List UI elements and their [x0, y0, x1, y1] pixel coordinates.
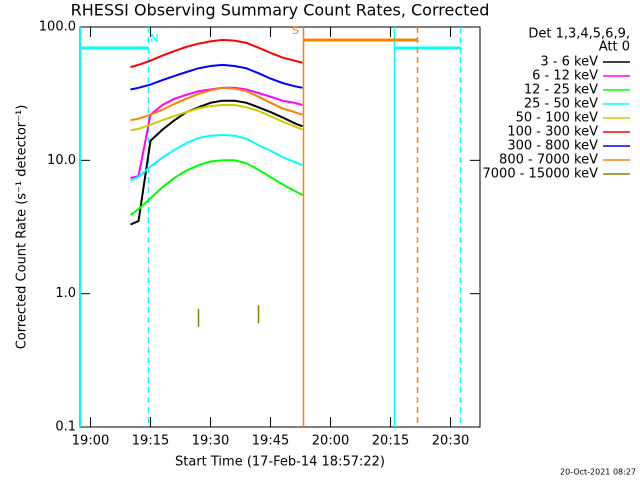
legend-label: 50 - 100 keV [516, 111, 599, 126]
legend-label: 7000 - 15000 keV [483, 167, 599, 182]
legend-label: 25 - 50 keV [524, 97, 598, 112]
flag-label: N [150, 32, 158, 45]
legend-label: 300 - 800 keV [507, 139, 598, 154]
legend-label: 12 - 25 keV [524, 83, 598, 98]
series-line [130, 99, 303, 226]
y-tick-label: 0.1 [55, 420, 76, 435]
series-line [130, 133, 303, 182]
legend-label: 100 - 300 keV [507, 125, 598, 140]
series-line [130, 38, 303, 69]
y-axis-label: Corrected Count Rate (s⁻¹ detector⁻¹) [15, 105, 30, 350]
y-tick-label: 100.0 [39, 20, 76, 35]
x-tick-label: 20:00 [312, 434, 349, 449]
x-tick-label: 20:30 [432, 434, 469, 449]
x-tick-label: 19:45 [252, 434, 289, 449]
legend-title: Det 1,3,4,5,6,9, [528, 27, 630, 42]
legend-title: Att 0 [599, 40, 630, 55]
series-line [130, 104, 303, 132]
legend-label: 6 - 12 keV [532, 69, 598, 84]
y-tick-label: 1.0 [55, 286, 76, 301]
x-tick-label: 19:00 [72, 434, 109, 449]
footer: 20-Oct-2021 08:27 [560, 468, 636, 477]
series-line [130, 86, 303, 122]
series-line [129, 159, 303, 216]
x-tick-label: 19:30 [192, 434, 229, 449]
x-tick-label: 20:15 [372, 434, 409, 449]
flag-label: S [292, 24, 299, 37]
y-tick-label: 10.0 [47, 153, 76, 168]
legend-label: 3 - 6 keV [540, 55, 598, 70]
legend-label: 800 - 7000 keV [499, 153, 598, 168]
series-line [130, 63, 303, 91]
x-tick-label: 19:15 [132, 434, 169, 449]
x-axis-label: Start Time (17-Feb-14 18:57:22) [175, 455, 385, 470]
chart-title: RHESSI Observing Summary Count Rates, Co… [71, 1, 490, 20]
